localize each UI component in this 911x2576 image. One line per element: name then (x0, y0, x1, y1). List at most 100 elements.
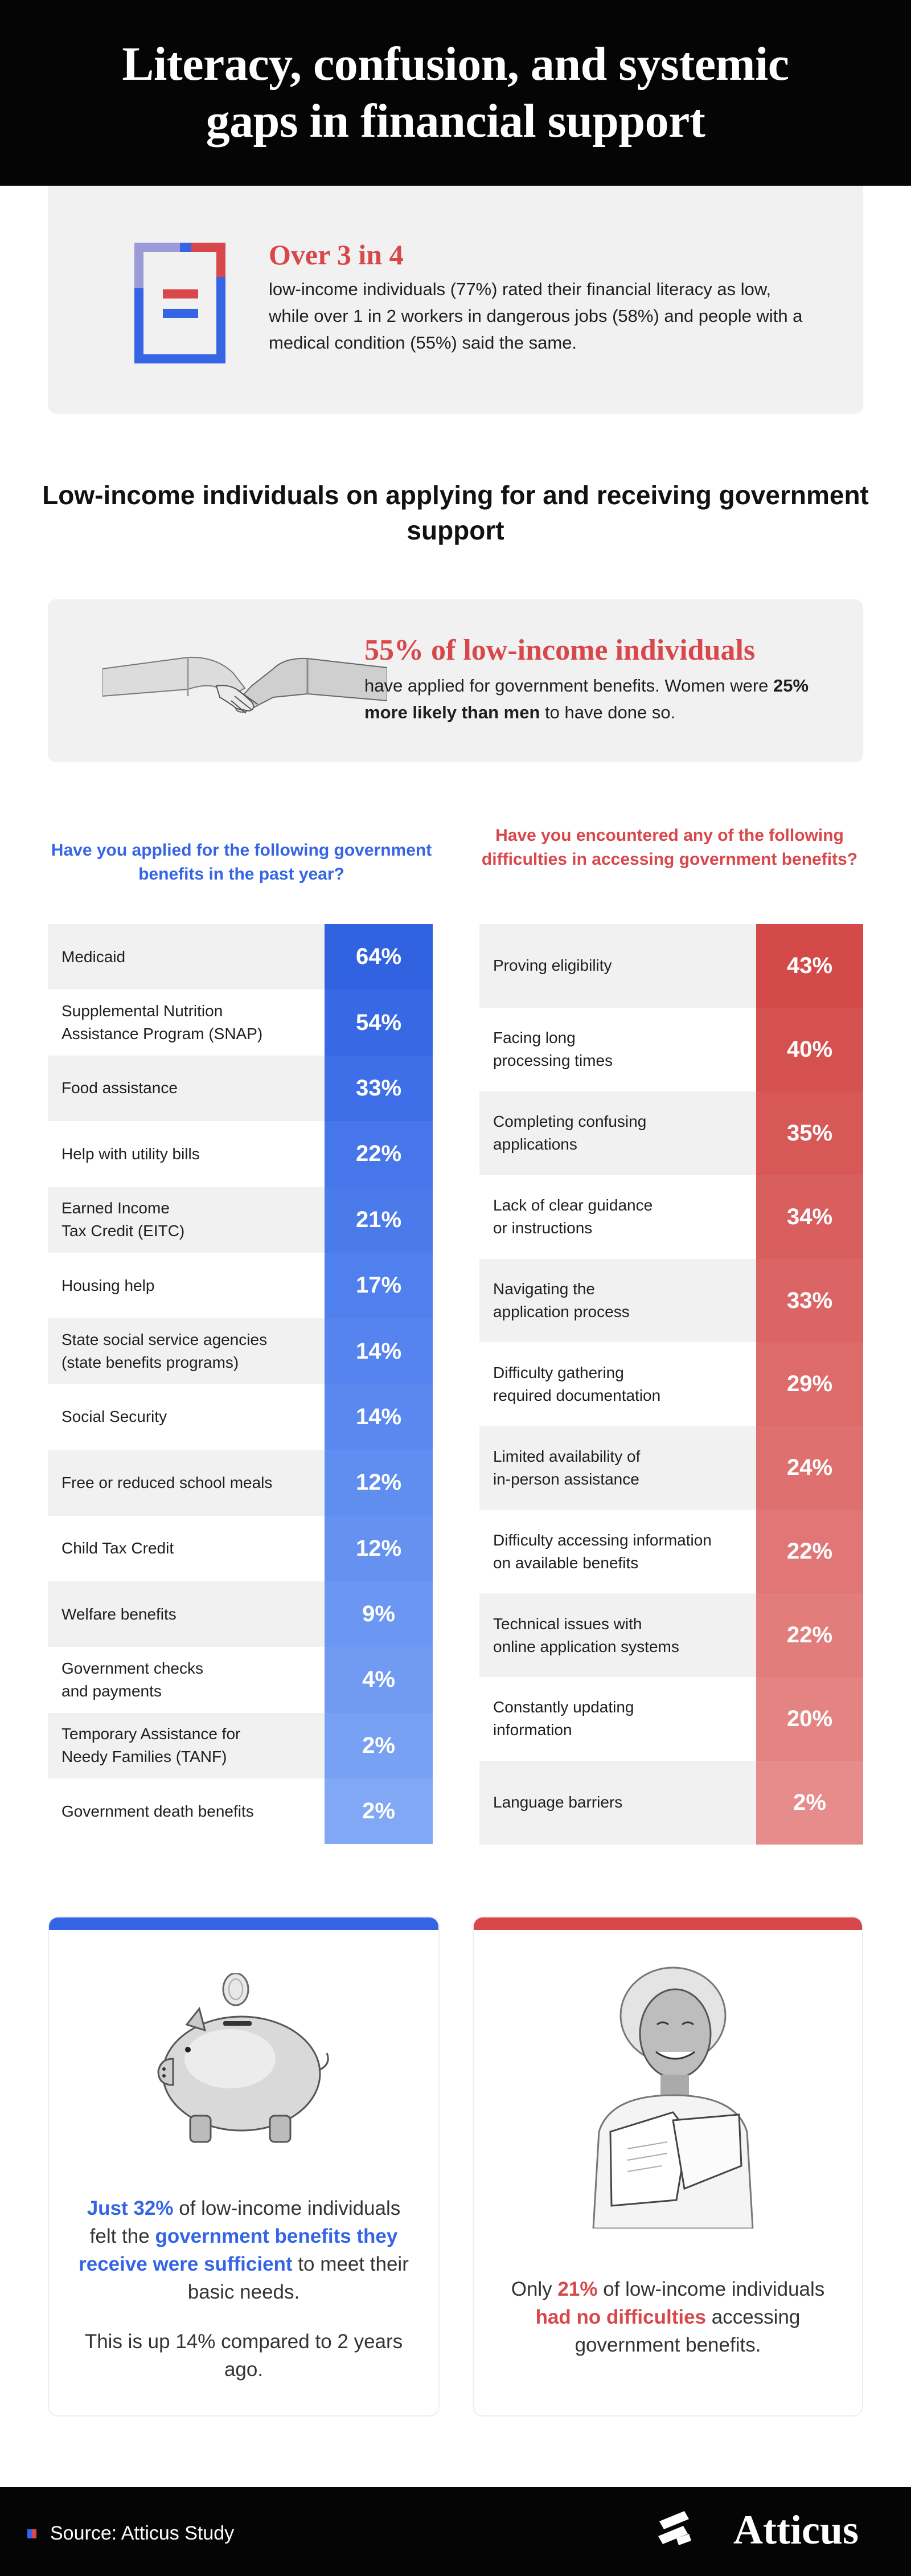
applied-card: 55% of low-income individuals have appli… (48, 599, 863, 762)
row-value: 34% (756, 1175, 863, 1259)
table-row: Constantly updating information 20% (479, 1677, 863, 1761)
table-row: Government death benefits 2% (48, 1778, 433, 1845)
table-row: Language barriers 2% (479, 1760, 863, 1845)
applied-body: have applied for government benefits. Wo… (364, 672, 831, 726)
row-value: 2% (325, 1778, 433, 1845)
row-label: Help with utility bills (48, 1121, 325, 1187)
row-label: Government checks and payments (48, 1647, 325, 1713)
literacy-heading: Over 3 in 4 (269, 239, 404, 271)
table-row: Completing confusing applications 35% (479, 1091, 863, 1175)
row-label: Difficulty gathering required documentati… (479, 1342, 756, 1426)
row-value: 22% (756, 1510, 863, 1594)
row-label: Navigating the application process (479, 1258, 756, 1343)
table-row: Temporary Assistance for Needy Families (… (48, 1712, 433, 1779)
literacy-body: low-income individuals (77%) rated their… (269, 279, 803, 353)
applied-heading: 55% of low-income individuals (364, 634, 756, 667)
table-row: Child Tax Credit 12% (48, 1515, 433, 1581)
table-row: Navigating the application process 33% (479, 1258, 863, 1343)
table-row: Medicaid 64% (48, 924, 433, 990)
sufficiency-text-1: of low-income individuals felt the (89, 2197, 401, 2247)
row-label: Language barriers (479, 1760, 756, 1845)
row-value: 22% (325, 1121, 433, 1187)
row-value: 14% (325, 1384, 433, 1450)
sufficiency-text-2: to meet their basic needs. (187, 2253, 409, 2303)
sufficiency-text: Just 32% of low-income individuals felt … (49, 2194, 438, 2306)
row-label: Completing confusing applications (479, 1091, 756, 1175)
row-value: 64% (325, 924, 433, 990)
row-label: Constantly updating information (479, 1677, 756, 1761)
row-value: 4% (325, 1647, 433, 1713)
section-title: Low-income individuals on applying for a… (42, 480, 869, 545)
table-row: Welfare benefits 9% (48, 1581, 433, 1647)
applied-body-text: have applied for government benefits. Wo… (364, 676, 773, 696)
table-row: Facing long processing times 40% (479, 1007, 863, 1091)
row-value: 2% (756, 1760, 863, 1845)
row-value: 21% (325, 1187, 433, 1253)
benefits-question: Have you applied for the following gover… (51, 841, 432, 884)
table-row: Technical issues with online application … (479, 1593, 863, 1678)
row-label: Free or reduced school meals (48, 1450, 325, 1516)
difficulties-text-2: of low-income individuals (597, 2278, 825, 2300)
sufficiency-card: Just 32% of low-income individuals felt … (48, 1916, 440, 2416)
row-label: Technical issues with online application … (479, 1593, 756, 1678)
row-label: Proving eligibility (479, 924, 756, 1008)
document-icon (134, 243, 225, 363)
row-value: 2% (325, 1712, 433, 1779)
difficulties-highlight: had no difficulties (535, 2306, 707, 2328)
piggy-bank-illustration (157, 1973, 329, 2143)
table-row: State social service agencies (state bene… (48, 1318, 433, 1384)
row-label: Government death benefits (48, 1778, 325, 1845)
row-value: 17% (325, 1252, 433, 1319)
difficulties-percent: 21% (557, 2278, 598, 2300)
row-value: 9% (325, 1581, 433, 1647)
row-label: Difficulty accessing information on avail… (479, 1510, 756, 1594)
table-row: Lack of clear guidance or instructions 34% (479, 1175, 863, 1259)
table-row: Free or reduced school meals 12% (48, 1450, 433, 1516)
row-label: Facing long processing times (479, 1007, 756, 1091)
table-row: Housing help 17% (48, 1252, 433, 1319)
difficulties-question: Have you encountered any of the followin… (481, 826, 858, 869)
handshake-illustration (102, 656, 387, 714)
row-label: Food assistance (48, 1055, 325, 1122)
table-row: Supplemental Nutrition Assistance Program… (48, 989, 433, 1056)
sufficiency-note: This is up 14% compared to 2 years ago. (84, 2330, 403, 2381)
row-value: 14% (325, 1318, 433, 1384)
table-row: Difficulty gathering required documentati… (479, 1342, 863, 1426)
table-row: Food assistance 33% (48, 1055, 433, 1122)
table-row: Limited availability of in-person assista… (479, 1426, 863, 1510)
applied-body-bold: 25% more likely than men (364, 676, 809, 722)
source-text: Source: Atticus Study (50, 2522, 235, 2544)
accent-bar (474, 1917, 862, 1930)
sufficiency-percent: Just 32% (87, 2197, 174, 2219)
benefits-table: Medicaid 64% Supplemental Nutrition Assista… (48, 924, 433, 1845)
row-label: State social service agencies (state bene… (48, 1318, 325, 1384)
difficulties-card: Only 21% of low-income individuals had n… (473, 1916, 863, 2416)
sufficiency-highlight: government benefits they receive were su… (79, 2225, 398, 2275)
row-value: 43% (756, 924, 863, 1008)
row-label: Child Tax Credit (48, 1515, 325, 1581)
woman-reading-illustration (592, 1966, 754, 2229)
row-label: Supplemental Nutrition Assistance Program… (48, 989, 325, 1056)
table-row: Proving eligibility 43% (479, 924, 863, 1008)
difficulties-text: Only 21% of low-income individuals had n… (474, 2275, 862, 2359)
literacy-card: Over 3 in 4 low-income individuals (77%)… (48, 186, 863, 414)
difficulties-table: Proving eligibility 43% Facing long process… (479, 924, 863, 1845)
table-row: Help with utility bills 22% (48, 1121, 433, 1187)
row-label: Social Security (48, 1384, 325, 1450)
row-label: Medicaid (48, 924, 325, 990)
atticus-logo-icon (658, 2511, 691, 2545)
row-value: 22% (756, 1593, 863, 1678)
row-label: Housing help (48, 1252, 325, 1319)
accent-bar (49, 1917, 438, 1930)
row-value: 35% (756, 1091, 863, 1175)
row-label: Welfare benefits (48, 1581, 325, 1647)
row-label: Earned Income Tax Credit (EITC) (48, 1187, 325, 1253)
source-square-icon (27, 2529, 36, 2538)
difficulties-text-1: Only (511, 2278, 558, 2300)
row-value: 33% (756, 1258, 863, 1343)
row-value: 54% (325, 989, 433, 1056)
row-value: 29% (756, 1342, 863, 1426)
row-label: Temporary Assistance for Needy Families (… (48, 1712, 325, 1779)
atticus-logo: Atticus (733, 2507, 859, 2553)
table-row: Earned Income Tax Credit (EITC) 21% (48, 1187, 433, 1253)
